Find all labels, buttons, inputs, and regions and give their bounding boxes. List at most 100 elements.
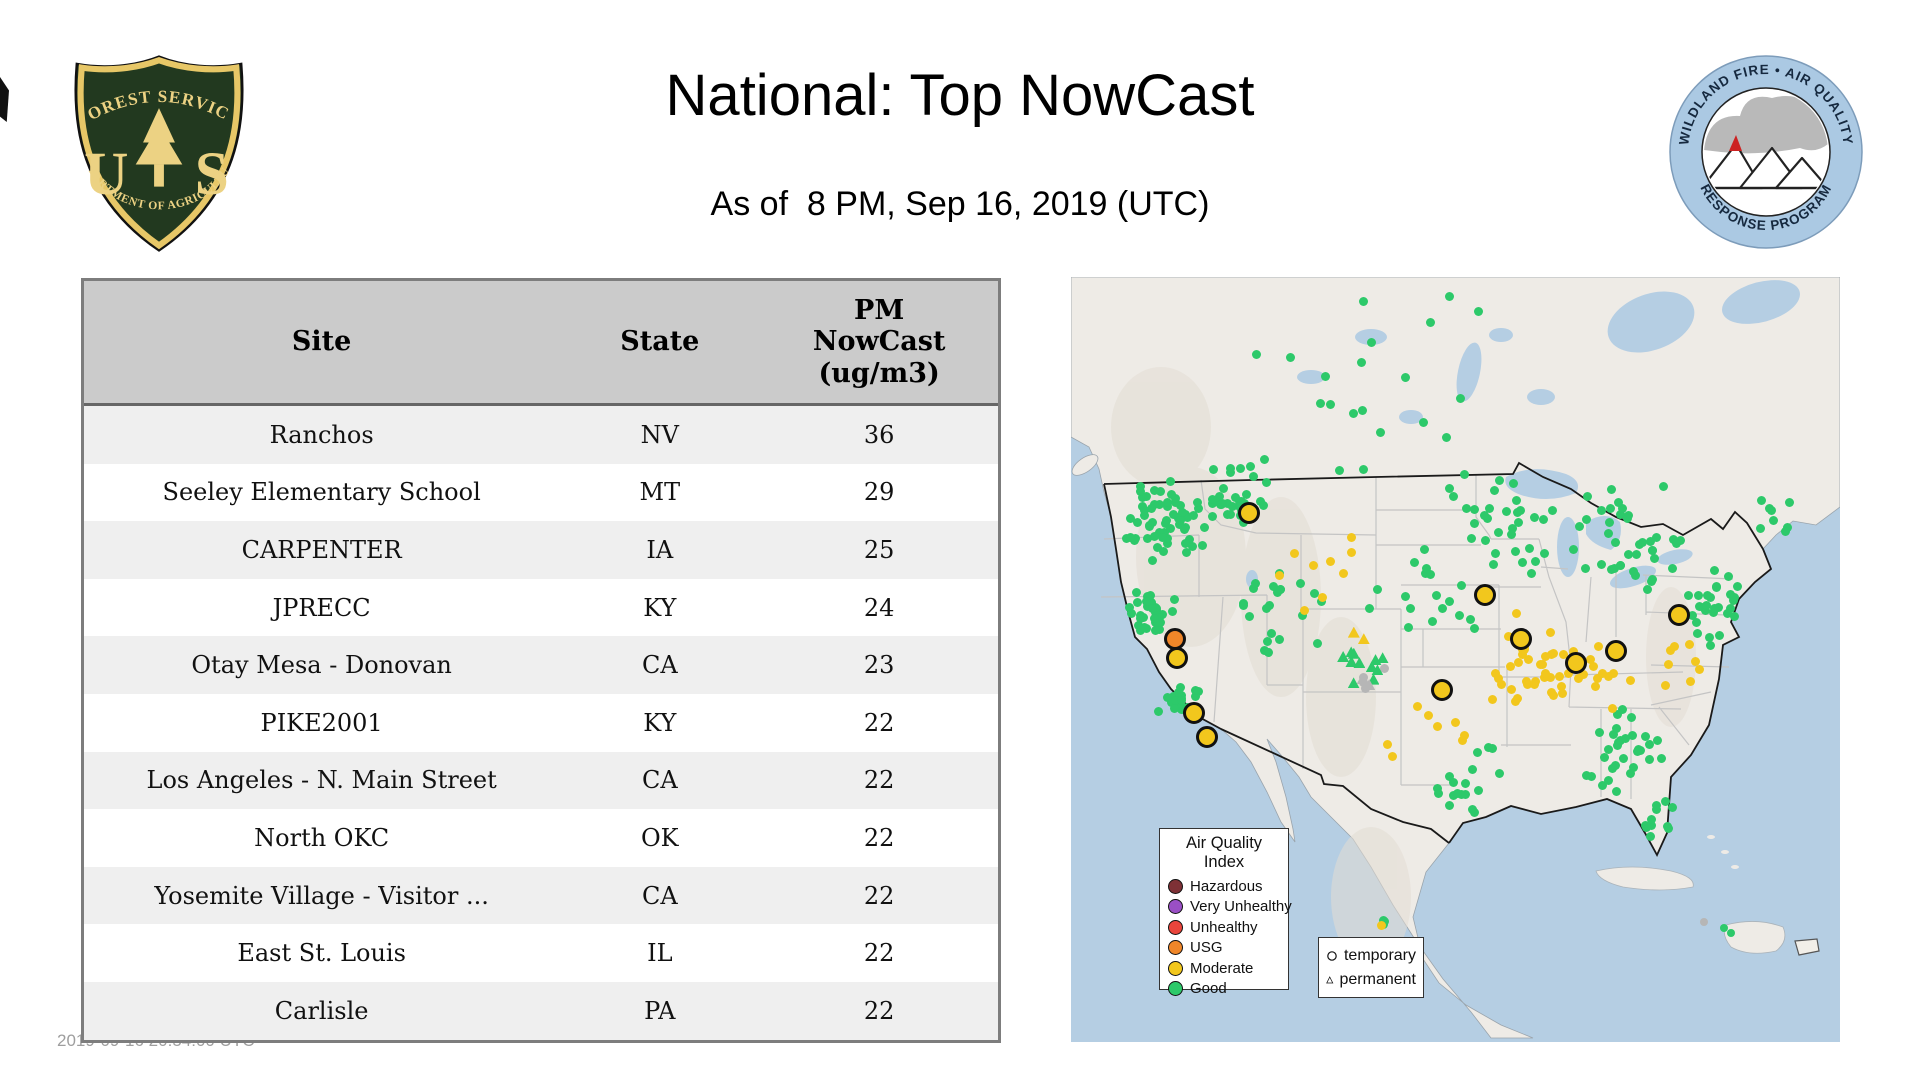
map-dot-good (1606, 504, 1616, 514)
map-dot-good (1629, 566, 1639, 576)
map-dot-good (1275, 584, 1285, 594)
map-dot-good (1701, 606, 1711, 616)
very_unhealthy-swatch-icon (1168, 899, 1183, 915)
cell-state: KY (643, 708, 677, 737)
cell-state: PA (644, 996, 676, 1025)
map-dot-good (1170, 493, 1180, 503)
map-dot-moderate (1666, 645, 1676, 655)
header-site: Site (291, 326, 352, 358)
map-dot-good (1709, 565, 1719, 575)
map-dot-good (1217, 500, 1227, 510)
map-dot-good (1517, 557, 1527, 567)
map-dot-moderate (1557, 681, 1567, 691)
map-dot-moderate (1318, 592, 1328, 602)
map-dot-good (1612, 709, 1622, 719)
map-dot-good (1597, 506, 1607, 516)
map-dot-good (1167, 607, 1177, 617)
map-dot-moderate (1522, 680, 1532, 690)
map-dot-moderate (1555, 672, 1565, 682)
map-dot-moderate (1540, 668, 1550, 678)
airfire-logo: WILDLAND FIRE • AIR QUALITY RESPONSE PRO… (1669, 55, 1863, 249)
map-dot-good (1285, 352, 1295, 362)
cell-site: CARPENTER (241, 535, 402, 564)
top-site-marker (1431, 679, 1453, 701)
map-dot-good (1264, 647, 1274, 657)
map-dot-good (1444, 800, 1454, 810)
map-dot-good (1403, 622, 1413, 632)
map-dot-good (1467, 534, 1477, 544)
top-nowcast-table: Site State PM NowCast (ug/m3) Ranchos NV 36 S… (81, 278, 1001, 1043)
map-dot-good (1524, 544, 1534, 554)
map-dot-good (1312, 638, 1322, 648)
map-dot-good (1474, 786, 1484, 796)
cell-site: Carlisle (274, 996, 369, 1025)
map-dot-good (1614, 498, 1624, 508)
cell-value: 24 (863, 593, 895, 622)
map-dot-good (1180, 539, 1190, 549)
map-dot-good (1133, 620, 1143, 630)
page-edge-mark (0, 77, 9, 122)
map-dot-good (1365, 604, 1375, 614)
map-dot-good (1473, 306, 1483, 316)
monitor-dots-layer (1071, 277, 1840, 1042)
map-dot-good (1618, 704, 1628, 714)
map-dot-good (1733, 581, 1743, 591)
map-dot-good (1644, 740, 1654, 750)
map-dot-good (1484, 504, 1494, 514)
map-dot-good (1634, 540, 1644, 550)
map-dot-good (1251, 579, 1261, 589)
map-dot-good (1124, 602, 1134, 612)
flame-icon (1729, 135, 1742, 151)
map-dot-good (1693, 591, 1703, 601)
map-dot-good (1421, 569, 1431, 579)
map-dot-moderate (1424, 710, 1434, 720)
aqi-legend-item: Good (1168, 979, 1280, 1000)
map-dot-good (1353, 657, 1366, 669)
map-dot-good (1502, 506, 1512, 516)
map-dot-good (1139, 612, 1149, 622)
map-dot-good (1267, 628, 1277, 638)
map-dot-good (1756, 495, 1766, 505)
map-dot-moderate (1518, 650, 1528, 660)
map-dot-good (1676, 536, 1686, 546)
table-row: North OKC OK 22 (84, 809, 998, 867)
map-dot-moderate (1690, 656, 1700, 666)
map-dot-good (1193, 503, 1203, 513)
map-dot-good (1444, 596, 1454, 606)
map-dot-good (1144, 520, 1154, 530)
page-subtitle: As of 8 PM, Sep 16, 2019 (UTC) (710, 185, 1210, 223)
map-dot-good (1531, 557, 1541, 567)
map-dot-moderate (1569, 647, 1579, 657)
lakes (1246, 280, 1800, 589)
map-dot-moderate (1376, 920, 1386, 930)
map-dot-good (1157, 533, 1167, 543)
map-dot-good (1462, 503, 1472, 513)
map-dot-good (1419, 545, 1429, 555)
map-dot-good (1667, 802, 1677, 812)
map-dot-moderate (1530, 679, 1540, 689)
map-dot-good (1261, 603, 1271, 613)
map-dot-moderate (1536, 660, 1546, 670)
map-dot-good (1163, 692, 1173, 702)
map-dot-good (1456, 581, 1466, 591)
map-dot-good (1529, 512, 1539, 522)
map-dot-good (1445, 483, 1455, 493)
usfs-letter-u: U (84, 140, 128, 208)
aqi-legend-label: Good (1190, 980, 1227, 998)
map-dot-good (1615, 735, 1625, 745)
map-dot-good (1136, 482, 1146, 492)
map-dot-moderate (1308, 561, 1318, 571)
map-dot-good (1153, 543, 1163, 553)
map-dot-good (1406, 603, 1416, 613)
map-dot-good (1208, 512, 1218, 522)
map-dot-moderate (1589, 661, 1599, 671)
aqi-legend-item: Hazardous (1168, 876, 1280, 897)
map-dot-moderate (1357, 633, 1370, 645)
map-dot-good (1581, 770, 1591, 780)
map-dot-good (1455, 610, 1465, 620)
map-dot-good (1514, 518, 1524, 528)
cell-site: Los Angeles - N. Main Street (146, 766, 497, 795)
map-dot-good (1176, 696, 1186, 705)
top-site-marker (1668, 604, 1690, 626)
map-dot-good (1610, 538, 1620, 548)
